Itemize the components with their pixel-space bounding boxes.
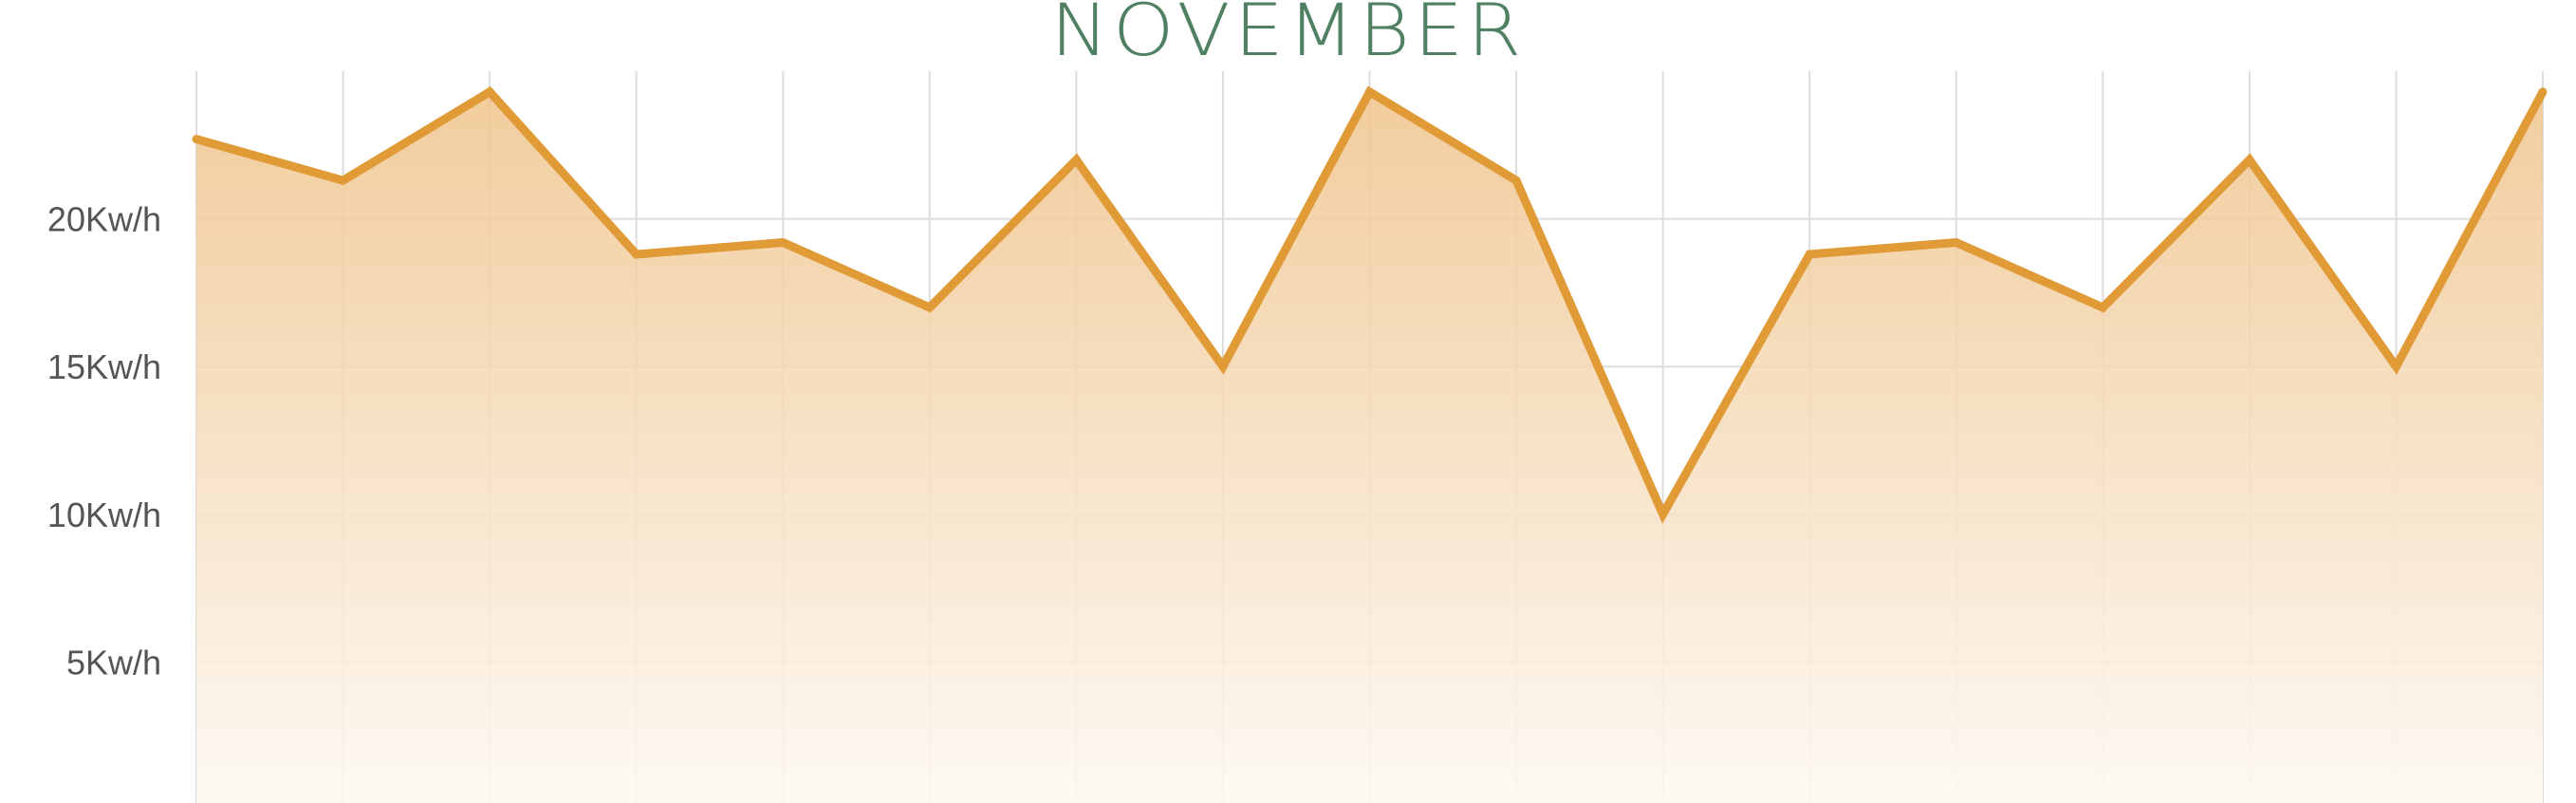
data-point [1071,155,1081,164]
data-point [485,87,494,97]
data-point [1511,176,1521,185]
data-point [1805,250,1814,259]
data-point [1952,237,1961,247]
data-point [1365,87,1374,97]
y-tick-label: 5Kw/h [66,643,161,682]
data-point [1659,510,1668,519]
data-point [2391,362,2400,371]
y-tick-label: 15Kw/h [47,347,161,386]
data-point [2245,155,2254,164]
series-line [192,85,2548,524]
data-point [339,176,348,185]
area-polygon [196,91,2543,803]
data-point [778,237,788,247]
data-point [1218,362,1228,371]
data-point [925,303,935,312]
y-axis: 5Kw/h 10Kw/h 15Kw/h 20Kw/h [47,200,161,682]
data-point [192,135,201,144]
y-tick-label: 10Kw/h [47,495,161,534]
chart-title: NOVEMBER [1050,0,1526,72]
area-fill [196,91,2543,803]
y-tick-label: 20Kw/h [47,200,161,239]
data-point [632,250,641,259]
data-point [2538,87,2548,97]
data-point [2098,303,2107,312]
